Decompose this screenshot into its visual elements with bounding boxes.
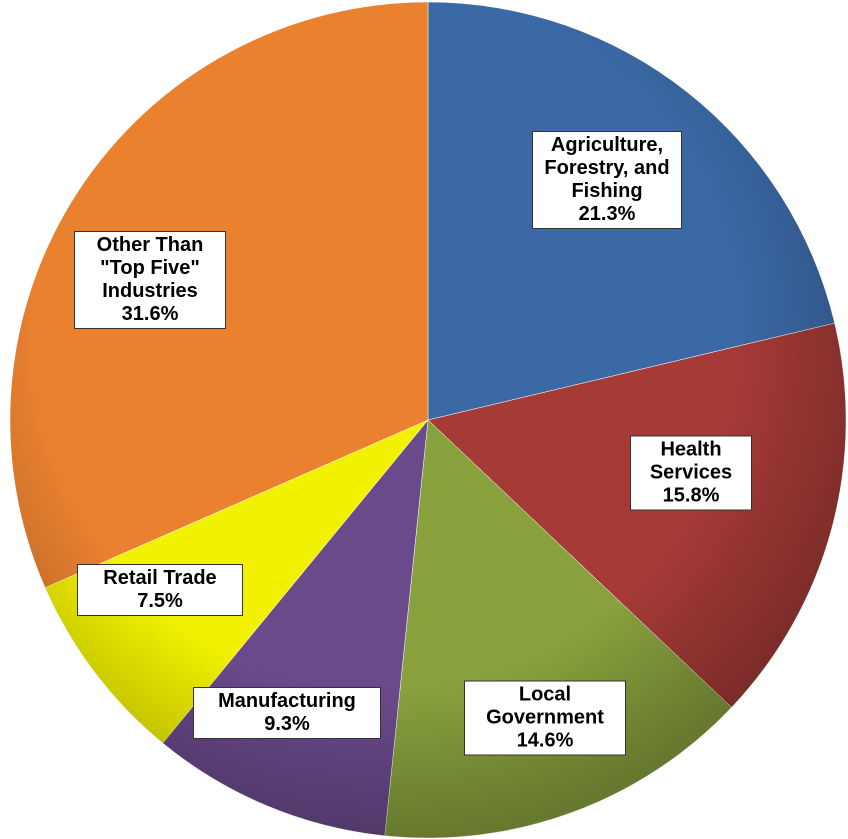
slice-label: Agriculture, Forestry, and Fishing 21.3% [532,131,682,229]
pie [9,1,847,839]
value-label: 7.5% [137,590,183,612]
category-label: Retail Trade [103,567,217,589]
value-label: 9.3% [264,713,310,735]
slice-label: Other Than "Top Five" Industries 31.6% [74,231,226,329]
category-label: Local Government [486,683,604,729]
slice-label: Local Government 14.6% [464,680,626,756]
category-label: Manufacturing [218,690,356,712]
slice-label: Retail Trade 7.5% [77,564,243,616]
value-label: 15.8% [662,484,720,507]
slice-label: Manufacturing 9.3% [193,687,381,739]
value-label: 31.6% [121,303,179,325]
value-label: 21.3% [578,203,636,225]
value-label: 14.6% [516,729,574,752]
slice-label: Health Services 15.8% [630,435,752,511]
category-label: Other Than "Top Five" Industries [96,234,204,302]
category-label: Agriculture, Forestry, and Fishing [544,134,670,202]
category-label: Health Services [649,438,733,484]
